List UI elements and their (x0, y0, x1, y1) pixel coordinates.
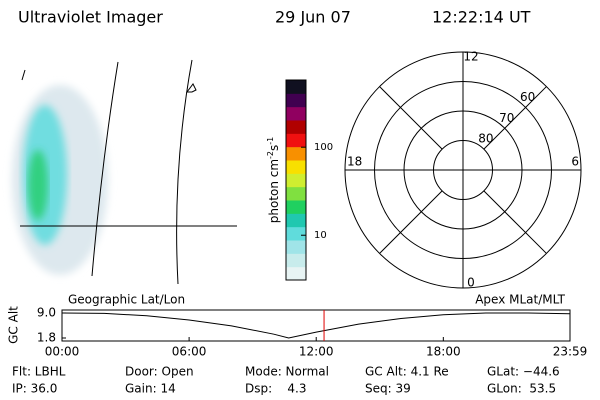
color-step (286, 173, 306, 188)
x-tick-label: 23:59 (553, 345, 588, 359)
tick (21, 69, 26, 81)
spoke (379, 86, 443, 150)
unit-exp: -1 (266, 137, 275, 145)
y-axis-label: GC Alt (7, 306, 21, 344)
x-tick-label: 12:00 (299, 345, 334, 359)
color-step (286, 93, 306, 108)
color-step (286, 80, 306, 94)
lat-label: 60 (520, 90, 535, 104)
plot-frame (61, 309, 571, 342)
color-step (286, 106, 306, 121)
unit-exp: -2 (266, 151, 275, 159)
altitude-plot: Geographic Lat/Lon Apex MLat/MLT GC Alt … (7, 293, 588, 359)
color-step (286, 120, 306, 134)
color-step (286, 266, 306, 281)
spoke (483, 190, 547, 254)
info-field: GC Alt: 4.1 Re (365, 365, 449, 379)
info-field: Seq: 39 (365, 382, 411, 396)
info-field: Mode: Normal (245, 365, 329, 379)
unit: photon cm (267, 159, 281, 223)
color-step (286, 146, 306, 161)
meridian (91, 61, 119, 277)
mlt-label: 18 (347, 155, 362, 169)
color-step (286, 240, 306, 254)
plot-title: Geographic Lat/Lon (68, 293, 185, 307)
image-panel (12, 59, 237, 285)
mlt-label: 6 (571, 155, 579, 169)
x-tick-label: 00:00 (45, 345, 80, 359)
colorbar: photon cm-2s-1 10 100 (266, 79, 333, 281)
meridian (176, 59, 193, 285)
info-panel: Flt: LBHL Door: Open Mode: Normal GC Alt: 4… (12, 365, 560, 396)
mlt-label: 12 (463, 50, 478, 64)
tick-label: 100 (314, 142, 333, 153)
date: 29 Jun 07 (275, 8, 351, 27)
time: 12:22:14 UT (432, 8, 531, 27)
mlt-label: 0 (467, 276, 475, 290)
aurora-glow (28, 150, 48, 220)
instrument: Ultraviolet Imager (18, 8, 163, 27)
info-field: Door: Open (125, 365, 194, 379)
color-step (286, 213, 306, 228)
info-field: GLon: 53.5 (487, 382, 556, 396)
lat-label: 70 (499, 111, 514, 125)
colorbar-label: photon cm-2s-1 (266, 137, 281, 224)
info-field: Gain: 14 (125, 382, 176, 396)
y-tick-label: 9.0 (37, 306, 56, 320)
info-field: Dsp: 4.3 (245, 382, 307, 396)
x-tick-label: 06:00 (172, 345, 207, 359)
x-tick-label: 18:00 (426, 345, 461, 359)
unit: s (267, 145, 281, 151)
info-field: IP: 36.0 (12, 382, 57, 396)
color-step (286, 226, 306, 241)
spoke (379, 190, 443, 254)
sun-marker (186, 83, 197, 93)
colorbar-frame (285, 79, 307, 281)
color-step (286, 186, 306, 201)
altitude-line (61, 312, 571, 339)
color-step (286, 160, 306, 174)
color-step (286, 200, 306, 214)
lat-label: 80 (478, 132, 493, 146)
tick-label: 10 (314, 230, 327, 241)
color-step (286, 253, 306, 268)
info-field: Flt: LBHL (12, 365, 66, 379)
spoke (483, 86, 547, 150)
y-tick-label: 1.8 (37, 331, 56, 345)
plot-title: Apex MLat/MLT (475, 293, 565, 307)
info-field: GLat: −44.6 (487, 365, 560, 379)
color-step (286, 133, 306, 148)
